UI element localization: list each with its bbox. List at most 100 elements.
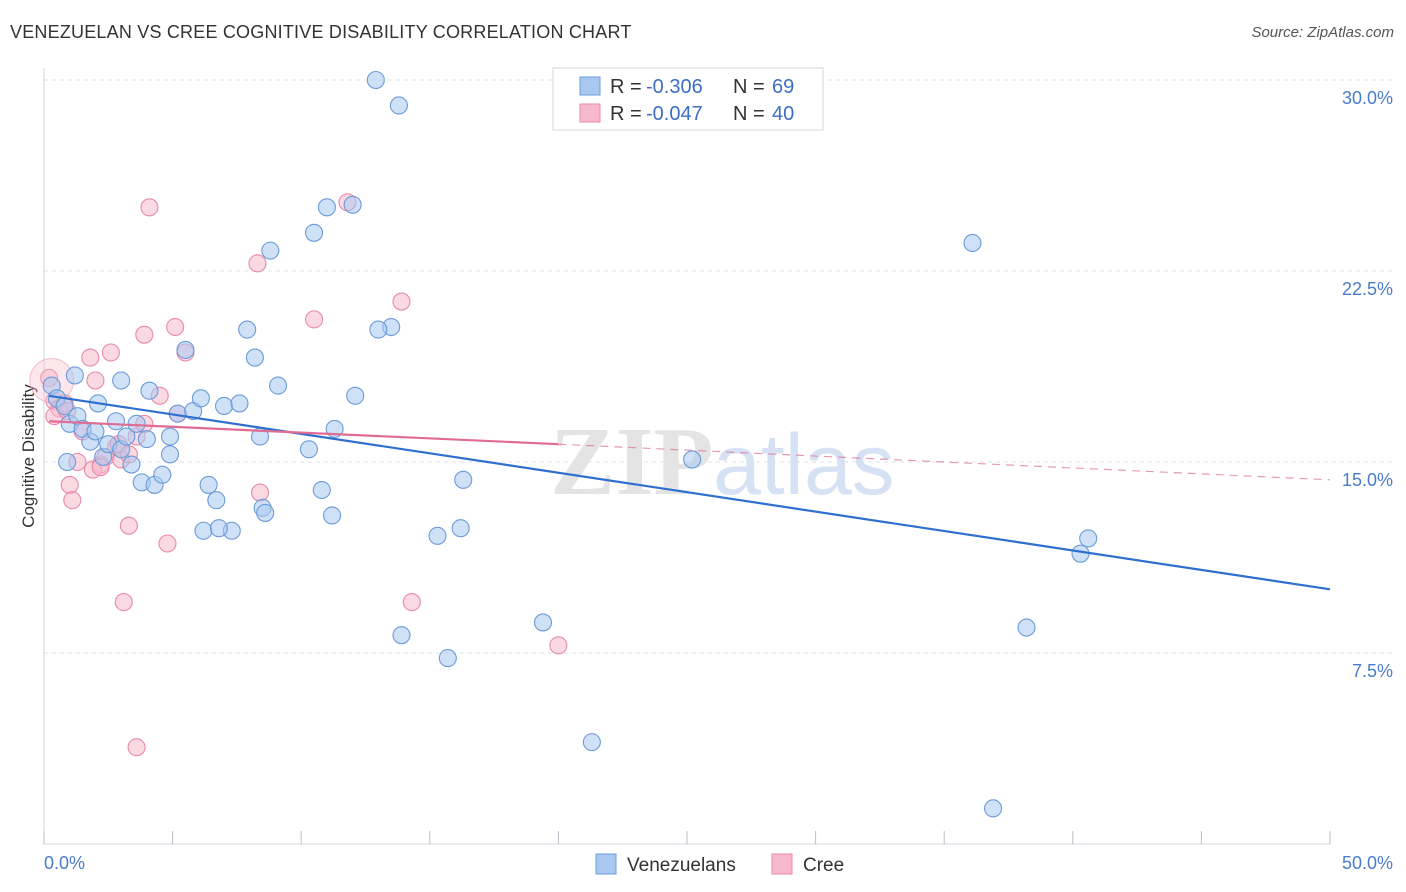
series-label-cree: Cree <box>803 855 844 876</box>
venezuelan-point <box>230 394 249 413</box>
y-axis-label: Cognitive Disability <box>19 384 38 528</box>
venezuelan-point <box>683 450 702 469</box>
venezuelan-point <box>207 491 226 510</box>
venezuelan-point <box>153 465 172 484</box>
venezuelan-point <box>245 348 264 367</box>
legend-n-label-1: N = <box>733 76 765 98</box>
venezuelan-point <box>317 198 336 217</box>
venezuelan-point <box>214 396 234 416</box>
legend-r-label-1: R = <box>610 76 642 98</box>
legend-n-value-2: 40 <box>772 103 794 125</box>
venezuelan-point <box>389 96 408 115</box>
venezuelan-point <box>438 649 457 668</box>
cree-point <box>158 534 177 553</box>
venezuelan-point <box>106 412 126 431</box>
legend-swatch-blue <box>579 76 601 96</box>
venezuelan-point <box>428 526 447 545</box>
venezuelan-point <box>122 455 141 474</box>
venezuelan-points <box>42 70 1098 818</box>
cree-point <box>127 738 146 757</box>
cree-point <box>86 371 105 390</box>
legend-r-label-2: R = <box>610 103 642 125</box>
venezuelan-point <box>86 422 105 441</box>
y-tick-label: 30.0% <box>1342 88 1393 108</box>
cree-points <box>29 193 568 757</box>
venezuelan-point <box>451 519 470 538</box>
y-tick-label: 22.5% <box>1342 279 1393 299</box>
series-swatch-venezuelans <box>595 853 617 875</box>
venezuelan-point <box>112 371 131 390</box>
venezuelan-point <box>1071 544 1090 563</box>
legend-r-value-2: -0.047 <box>646 103 703 125</box>
venezuelan-point <box>299 440 318 459</box>
cree-point <box>392 292 411 311</box>
legend-n-value-1: 69 <box>772 76 794 98</box>
venezuelan-point <box>454 470 473 489</box>
venezuelan-point <box>1079 529 1098 548</box>
cree-point <box>166 317 185 337</box>
venezuelan-point <box>963 233 982 253</box>
venezuelan-point <box>191 389 210 408</box>
venezuelan-point <box>209 519 228 538</box>
legend-swatch-pink <box>579 103 601 123</box>
cree-point <box>549 636 568 655</box>
venezuelan-point <box>238 320 257 339</box>
cree-point <box>60 475 79 494</box>
cree-point <box>248 254 267 273</box>
venezuelan-point <box>194 521 213 540</box>
y-tick-labels: 7.5% 15.0% 22.5% 30.0% <box>1342 88 1393 681</box>
x-tick-label-max: 50.0% <box>1342 853 1393 873</box>
x-ticks <box>43 831 1331 844</box>
venezuelan-point <box>346 386 365 405</box>
venezuelan-point <box>261 241 280 260</box>
series-legend: Venezuelans Cree <box>595 853 844 876</box>
venezuelan-point <box>1017 618 1036 637</box>
venezuelan-point <box>256 503 275 522</box>
chart-title: VENEZUELAN VS CREE COGNITIVE DISABILITY … <box>10 22 632 42</box>
stats-legend: R = -0.306 N = 69 R = -0.047 N = 40 <box>552 67 824 131</box>
legend-r-value-1: -0.306 <box>646 76 703 98</box>
venezuelan-point <box>65 366 84 385</box>
cree-point <box>250 483 270 502</box>
watermark: ZIP atlas <box>550 408 895 516</box>
venezuelan-point <box>312 480 331 500</box>
venezuelan-point <box>140 381 159 400</box>
legend-n-label-2: N = <box>733 103 765 125</box>
venezuelan-trend-line <box>48 394 1331 591</box>
y-tick-label: 15.0% <box>1342 470 1393 490</box>
source-label: Source: ZipAtlas.com <box>1251 24 1394 41</box>
svg-text:atlas: atlas <box>713 417 895 513</box>
venezuelan-point <box>160 427 180 446</box>
venezuelan-point <box>392 626 411 645</box>
venezuelan-point <box>58 452 77 472</box>
cree-point <box>101 343 120 362</box>
y-tick-label: 7.5% <box>1352 661 1393 681</box>
venezuelan-point <box>323 506 342 525</box>
venezuelan-point <box>984 799 1003 818</box>
venezuelan-point <box>199 475 218 494</box>
cree-point <box>305 310 324 329</box>
venezuelan-point <box>533 613 553 632</box>
trend-lines <box>48 394 1331 591</box>
venezuelan-point <box>137 430 156 449</box>
cree-point <box>140 198 159 217</box>
venezuelan-point <box>269 376 288 395</box>
venezuelan-point <box>343 195 362 214</box>
venezuelan-point <box>160 445 180 464</box>
venezuelan-point <box>127 414 146 433</box>
cree-point <box>81 348 100 367</box>
cree-point <box>119 516 138 535</box>
venezuelan-point <box>117 427 136 446</box>
x-tick-label-min: 0.0% <box>44 853 85 873</box>
cree-point <box>63 491 82 510</box>
cree-point <box>114 593 133 612</box>
cree-trend-extension <box>558 443 1331 481</box>
series-label-venezuelans: Venezuelans <box>627 855 736 876</box>
cree-point <box>135 325 154 344</box>
cree-point <box>402 593 421 612</box>
venezuelan-point <box>366 70 385 90</box>
venezuelan-point <box>582 733 601 752</box>
venezuelan-point <box>305 223 324 242</box>
venezuelan-point <box>176 340 195 359</box>
